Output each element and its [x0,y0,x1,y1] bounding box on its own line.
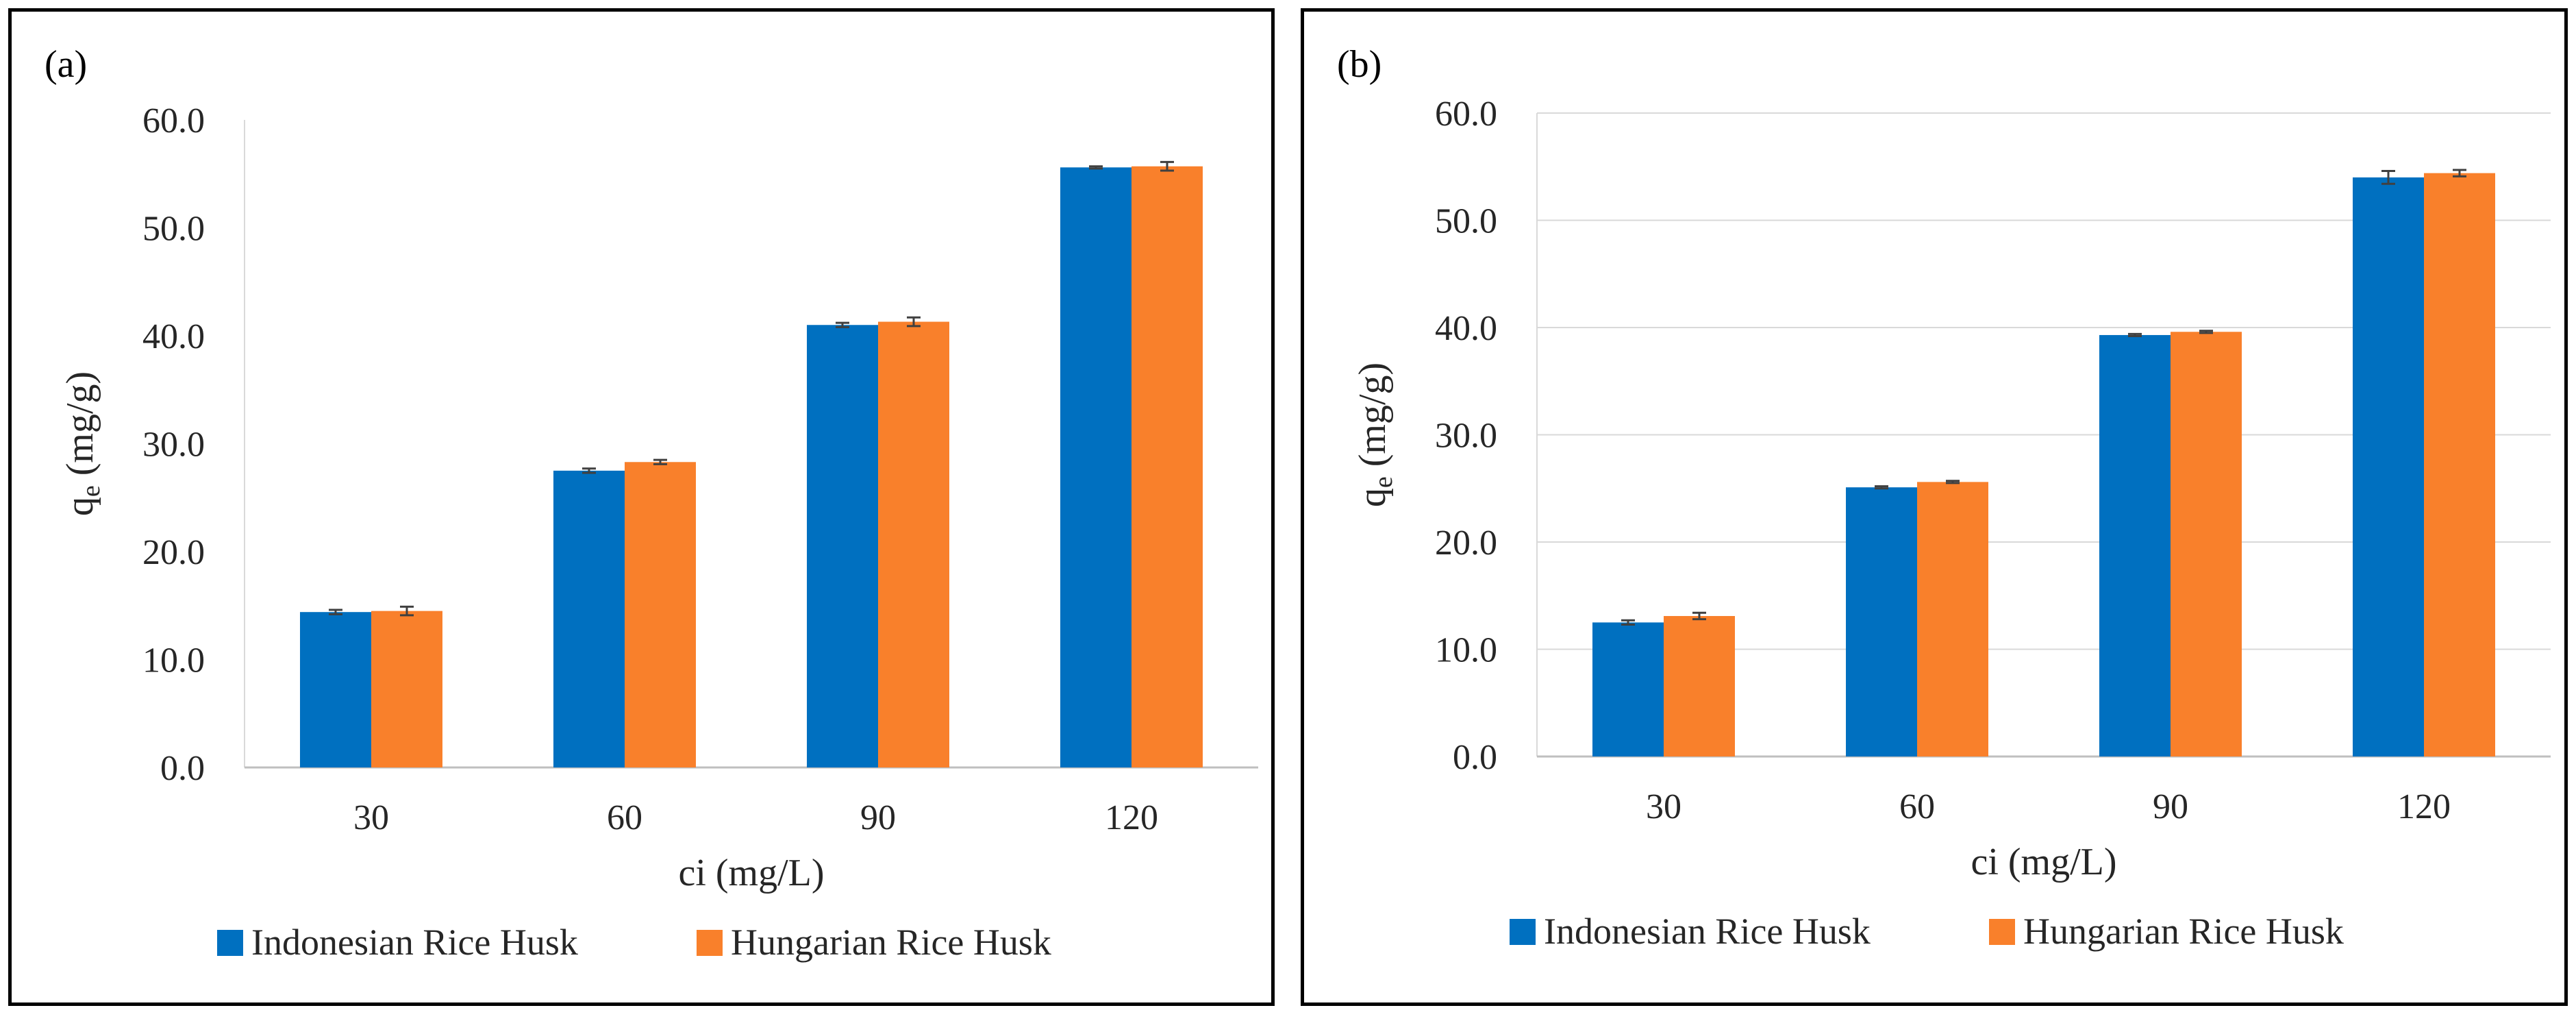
error-bar [907,316,921,328]
bar-indonesian-rice-husk-60 [1846,487,1917,756]
y-tick-label: 20.0 [1435,524,1497,563]
bar-hungarian-rice-husk-30 [1664,615,1735,756]
bar-hungarian-rice-husk-60 [1917,482,1988,756]
x-tick-label: 60 [1899,787,1935,826]
error-bar [2453,169,2466,177]
error-bar [400,605,414,617]
bar-indonesian-rice-husk-120 [2353,177,2424,756]
error-bar [836,321,849,328]
bar-chart-b: (b) 0.0 10.0 20.0 30.0 40.0 50.0 60.0 30 60 90 120 c… [1337,43,2551,952]
error-bar [653,458,667,465]
y-axis-title-subscript: e [1369,476,1398,488]
legend-swatch-2 [697,930,723,956]
bar-hungarian-rice-husk-60 [625,462,696,767]
y-axis-title-main: q [59,497,101,516]
x-tick-label: 30 [1646,787,1681,826]
bar-indonesian-rice-husk-60 [553,470,625,767]
y-tick-label: 30.0 [142,426,205,465]
y-tick-label: 10.0 [1435,631,1497,670]
bar-indonesian-rice-husk-90 [2099,334,2171,757]
error-bar [2128,332,2142,338]
x-axis-title: ci (mg/L) [678,852,824,894]
bar-indonesian-rice-husk-120 [1060,167,1131,768]
y-tick-label: 50.0 [1435,202,1497,241]
y-tick-label: 20.0 [142,533,205,572]
legend-label-1: Indonesian Rice Husk [251,922,578,963]
y-tick-label: 50.0 [142,210,205,249]
legend-label-2: Hungarian Rice Husk [2023,911,2344,952]
x-tick-label: 120 [1105,798,1158,837]
legend-label-1: Indonesian Rice Husk [1544,911,1871,952]
y-tick-label: 10.0 [142,641,205,680]
bar-indonesian-rice-husk-90 [807,325,878,767]
x-tick-label: 60 [607,798,642,837]
bar-hungarian-rice-husk-120 [1131,166,1203,768]
x-tick-label: 30 [353,798,389,837]
x-tick-label: 90 [860,798,896,837]
y-tick-label: 30.0 [1435,417,1497,456]
y-axis-title: qe (mg/g) [59,371,105,516]
error-bar [1875,485,1888,490]
bar-indonesian-rice-husk-30 [300,612,371,767]
panel-label: (b) [1337,43,1381,86]
y-axis-title-unit: (mg/g) [59,371,101,485]
bar-hungarian-rice-husk-30 [371,611,442,767]
legend-label-2: Hungarian Rice Husk [731,922,1051,963]
legend-swatch-1 [217,930,243,956]
y-axis-title-subscript: e [77,485,105,497]
error-bar [1621,619,1635,626]
bar-hungarian-rice-husk-120 [2424,173,2495,756]
y-tick-label: 0.0 [1453,738,1497,777]
y-tick-label: 40.0 [1435,309,1497,348]
error-bar [582,467,596,474]
y-tick-label: 60.0 [1435,95,1497,134]
y-tick-label: 60.0 [142,101,205,140]
error-bar [1946,480,1960,484]
error-bar [2381,170,2395,185]
bar-hungarian-rice-husk-90 [2171,332,2242,756]
x-tick-label: 90 [2153,787,2188,826]
error-bar [1089,165,1103,170]
chart-panel-b: (b) 0.0 10.0 20.0 30.0 40.0 50.0 60.0 30 60 90 120 c… [1301,8,2568,1006]
error-bar [1160,160,1174,172]
error-bar [1692,611,1706,621]
x-tick-label: 120 [2397,787,2451,826]
y-tick-label: 0.0 [160,749,205,788]
chart-panel-a: (a) 0.0 10.0 20.0 30.0 40.0 50.0 60.0 30 60 90 120 c… [8,8,1275,1006]
panel-label: (a) [45,43,87,86]
error-bar [329,608,342,615]
error-bar [2199,330,2213,334]
y-axis-title-main: q [1351,488,1394,507]
x-axis-title: ci (mg/L) [1971,841,2116,883]
y-tick-label: 40.0 [142,317,205,356]
legend-swatch-2 [1989,919,2015,945]
y-axis-title-unit: (mg/g) [1351,362,1394,476]
legend-swatch-1 [1510,919,1536,945]
y-axis-title: qe (mg/g) [1351,362,1398,507]
bar-hungarian-rice-husk-90 [878,321,949,767]
bar-chart-a: (a) 0.0 10.0 20.0 30.0 40.0 50.0 60.0 30 60 90 120 c… [45,43,1258,963]
bar-indonesian-rice-husk-30 [1592,622,1664,756]
